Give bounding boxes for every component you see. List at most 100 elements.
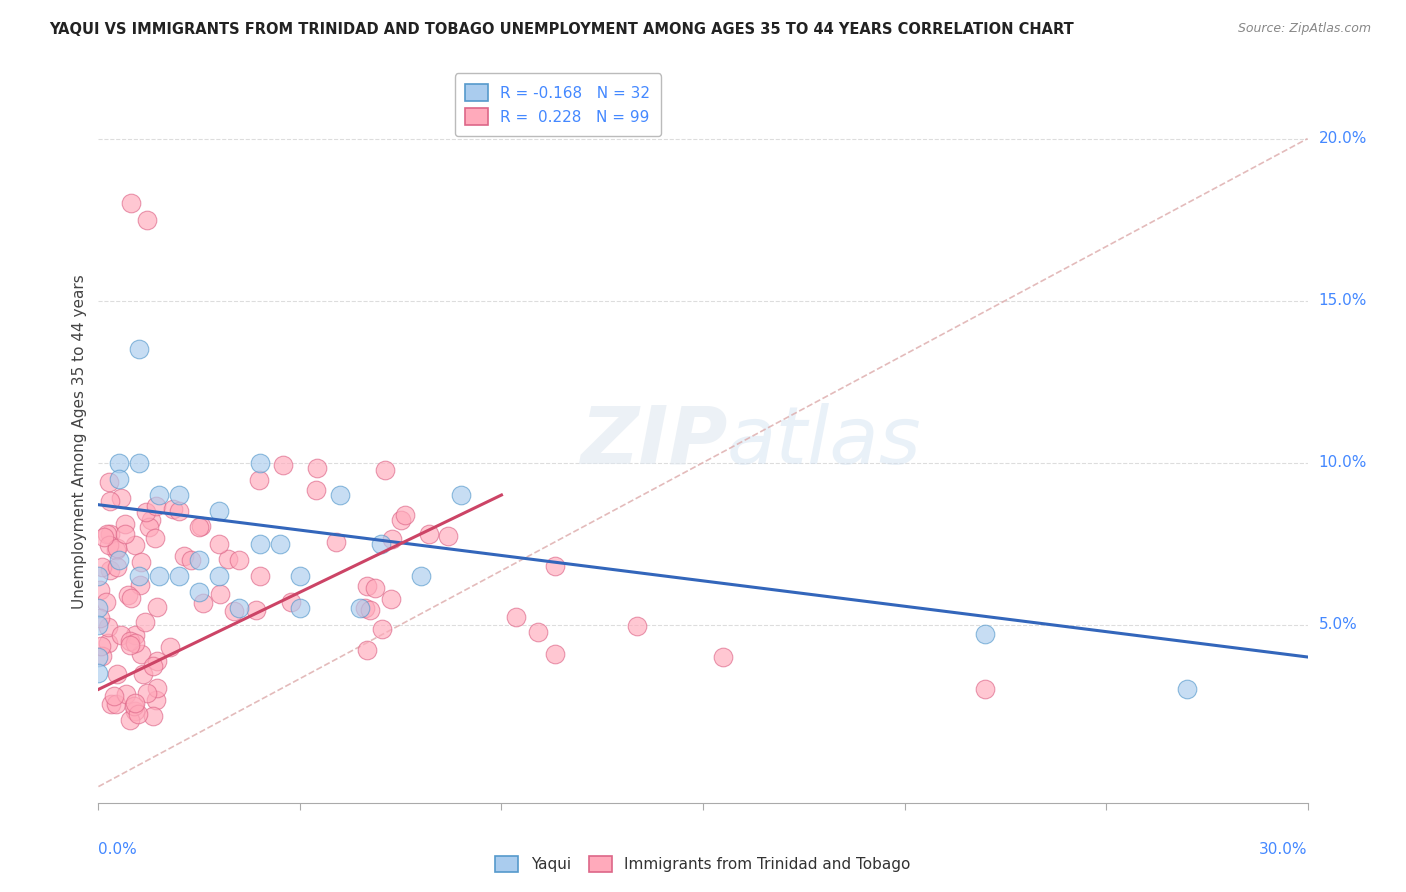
Text: 30.0%: 30.0%	[1260, 842, 1308, 856]
Point	[380, 532, 402, 546]
Y-axis label: Unemployment Among Ages 35 to 44 years: Unemployment Among Ages 35 to 44 years	[72, 274, 87, 609]
Point	[191, 596, 214, 610]
Point	[307, 461, 329, 475]
Point	[146, 681, 169, 695]
Point	[143, 531, 166, 545]
Point	[107, 553, 129, 567]
Point	[188, 585, 211, 599]
Point	[105, 543, 128, 558]
Point	[98, 494, 121, 508]
Point	[222, 604, 245, 618]
Point	[118, 634, 141, 648]
Point	[162, 502, 184, 516]
Point	[374, 463, 396, 477]
Text: 20.0%: 20.0%	[1319, 131, 1367, 146]
Point	[409, 569, 432, 583]
Point	[146, 600, 169, 615]
Point	[280, 594, 302, 608]
Point	[269, 536, 291, 550]
Point	[129, 555, 152, 569]
Point	[117, 588, 139, 602]
Point	[167, 504, 190, 518]
Point	[359, 603, 381, 617]
Point	[120, 714, 142, 728]
Point	[527, 625, 550, 640]
Point	[418, 527, 440, 541]
Point	[107, 472, 129, 486]
Point	[127, 707, 149, 722]
Text: 15.0%: 15.0%	[1319, 293, 1367, 308]
Point	[136, 686, 159, 700]
Point	[105, 541, 128, 556]
Point	[188, 553, 211, 567]
Point	[121, 591, 143, 606]
Text: Source: ZipAtlas.com: Source: ZipAtlas.com	[1237, 22, 1371, 36]
Point	[87, 601, 110, 615]
Point	[90, 639, 112, 653]
Point	[247, 474, 270, 488]
Point	[159, 640, 181, 654]
Text: 5.0%: 5.0%	[1319, 617, 1357, 632]
Point	[124, 538, 146, 552]
Text: YAQUI VS IMMIGRANTS FROM TRINIDAD AND TOBAGO UNEMPLOYMENT AMONG AGES 35 TO 44 YE: YAQUI VS IMMIGRANTS FROM TRINIDAD AND TO…	[49, 22, 1074, 37]
Point	[105, 697, 128, 711]
Point	[217, 552, 239, 566]
Point	[249, 569, 271, 583]
Point	[114, 516, 136, 531]
Point	[146, 654, 169, 668]
Point	[180, 553, 202, 567]
Point	[190, 519, 212, 533]
Point	[110, 491, 132, 505]
Point	[124, 636, 146, 650]
Point	[288, 569, 311, 583]
Point	[974, 682, 997, 697]
Point	[188, 520, 211, 534]
Point	[97, 636, 120, 650]
Point	[208, 504, 231, 518]
Point	[128, 342, 150, 356]
Point	[148, 569, 170, 583]
Point	[380, 591, 402, 606]
Point	[97, 537, 120, 551]
Point	[394, 508, 416, 523]
Point	[450, 488, 472, 502]
Point	[141, 659, 163, 673]
Point	[288, 601, 311, 615]
Text: atlas: atlas	[727, 402, 922, 481]
Point	[711, 650, 734, 665]
Point	[305, 483, 328, 497]
Point	[128, 569, 150, 583]
Point	[128, 456, 150, 470]
Point	[105, 560, 128, 574]
Point	[142, 708, 165, 723]
Point	[370, 622, 392, 636]
Point	[107, 456, 129, 470]
Point	[94, 595, 117, 609]
Text: 0.0%: 0.0%	[98, 842, 138, 856]
Point	[98, 527, 121, 541]
Point	[167, 488, 190, 502]
Point	[245, 603, 267, 617]
Point	[103, 689, 125, 703]
Point	[544, 647, 567, 661]
Point	[87, 650, 110, 665]
Legend: R = -0.168   N = 32, R =  0.228   N = 99: R = -0.168 N = 32, R = 0.228 N = 99	[454, 73, 661, 136]
Text: 10.0%: 10.0%	[1319, 455, 1367, 470]
Point	[110, 628, 132, 642]
Point	[134, 615, 156, 629]
Point	[93, 530, 115, 544]
Point	[90, 648, 112, 663]
Point	[145, 693, 167, 707]
Point	[98, 475, 121, 489]
Legend: Yaqui, Immigrants from Trinidad and Tobago: Yaqui, Immigrants from Trinidad and Toba…	[488, 848, 918, 880]
Text: ZIP: ZIP	[579, 402, 727, 481]
Point	[1175, 682, 1198, 697]
Point	[209, 587, 232, 601]
Point	[100, 697, 122, 711]
Point	[87, 666, 110, 681]
Point	[145, 499, 167, 513]
Point	[544, 558, 567, 573]
Point	[120, 196, 142, 211]
Point	[974, 627, 997, 641]
Point	[122, 699, 145, 714]
